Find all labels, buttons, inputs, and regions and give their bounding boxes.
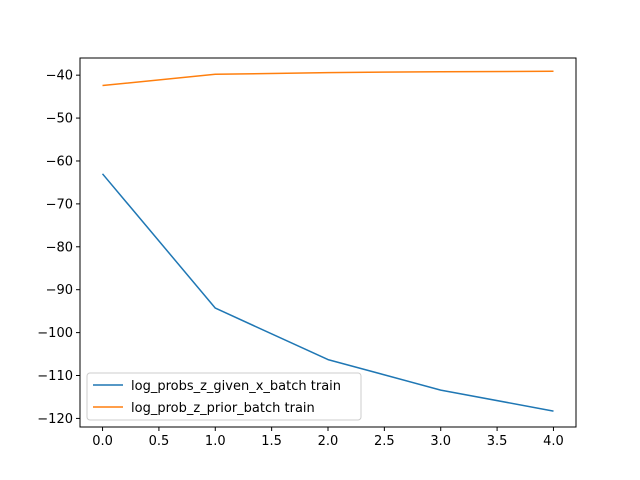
y-tick-label: −40 xyxy=(46,69,73,84)
series-lines xyxy=(101,70,554,412)
x-tick-label: 2.5 xyxy=(374,434,395,449)
y-tick-label: −60 xyxy=(46,154,73,169)
x-tick-label: 1.5 xyxy=(261,434,282,449)
plot-frame xyxy=(79,57,577,428)
x-tick-label: 1.0 xyxy=(205,434,226,449)
x-tick-label: 4.0 xyxy=(543,434,564,449)
y-tick-label: −80 xyxy=(46,240,73,255)
series-line-1 xyxy=(101,173,554,412)
legend-label-series-1: log_probs_z_given_x_batch train xyxy=(131,379,341,394)
x-axis-ticks: 0.0 0.5 1.0 1.5 2.0 2.5 3.0 3.5 4.0 xyxy=(92,427,564,449)
y-tick-label: −120 xyxy=(37,412,73,427)
legend-box xyxy=(86,372,362,421)
series-line-2 xyxy=(102,70,554,87)
x-tick-label: 2.0 xyxy=(318,434,339,449)
y-tick-label: −110 xyxy=(37,369,73,384)
x-tick-label: 0.5 xyxy=(149,434,170,449)
y-axis-ticks: −40 −50 −60 −70 −80 −90 −100 −110 −120 xyxy=(37,69,80,427)
x-tick-label: 3.0 xyxy=(430,434,451,449)
y-tick-label: −50 xyxy=(46,112,73,127)
x-tick-label: 0.0 xyxy=(92,434,113,449)
y-tick-label: −100 xyxy=(37,326,73,341)
plot-area xyxy=(80,58,576,427)
y-tick-label: −70 xyxy=(46,197,73,212)
legend-label-series-2: log_prob_z_prior_batch train xyxy=(131,401,315,416)
y-tick-label: −90 xyxy=(46,283,73,298)
legend: log_probs_z_given_x_batch train log_prob… xyxy=(86,372,362,421)
x-tick-label: 3.5 xyxy=(487,434,508,449)
